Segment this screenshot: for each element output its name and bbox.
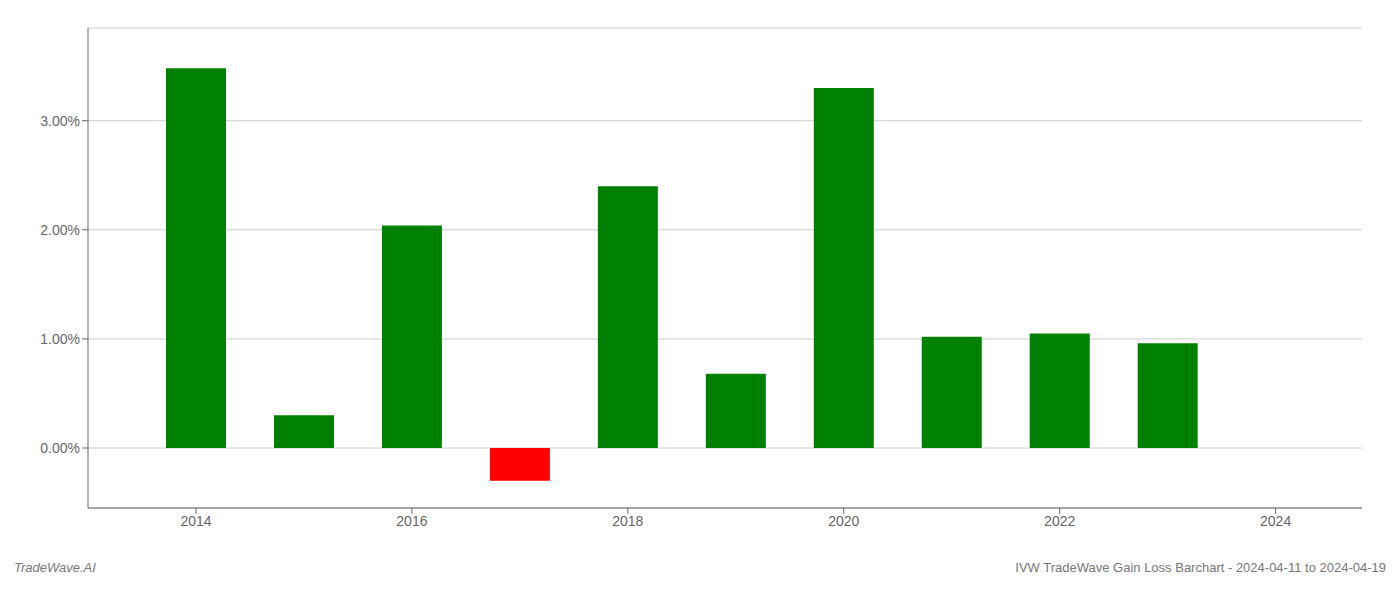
svg-text:3.00%: 3.00% (40, 113, 80, 129)
html-text:TradeWave.AI: TradeWave.AI (14, 560, 96, 575)
svg-text:2014: 2014 (180, 513, 211, 529)
svg-text:0.00%: 0.00% (40, 440, 80, 456)
svg-text:2.00%: 2.00% (40, 222, 80, 238)
svg-text:2020: 2020 (828, 513, 859, 529)
svg-text:2022: 2022 (1044, 513, 1075, 529)
svg-text:2024: 2024 (1260, 513, 1291, 529)
svg-text:1.00%: 1.00% (40, 331, 80, 347)
svg-text:2018: 2018 (612, 513, 643, 529)
svg-text:2016: 2016 (396, 513, 427, 529)
html-text:IVW TradeWave Gain Loss Barcha: IVW TradeWave Gain Loss Barchart - 2024-… (1015, 560, 1386, 575)
